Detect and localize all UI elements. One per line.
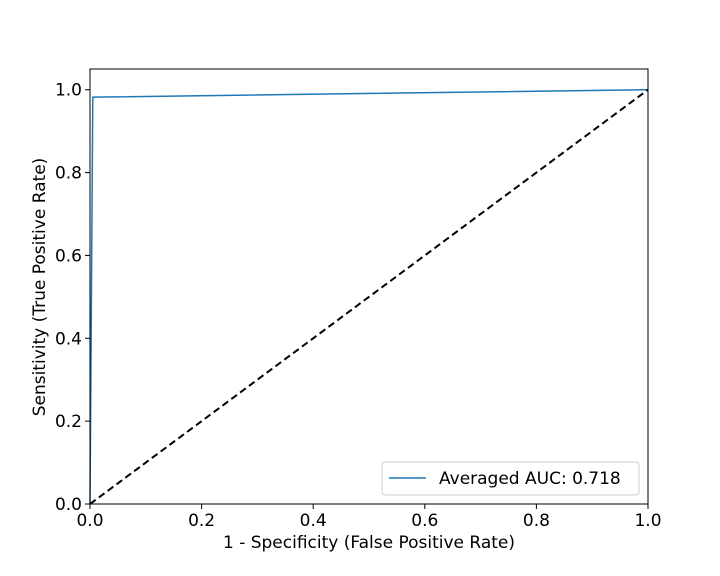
plot-area <box>89 68 649 505</box>
plot-frame <box>89 68 649 505</box>
y-tick-label: 0.4 <box>55 329 82 349</box>
x-axis-ticks: 0.0 0.2 0.4 0.6 0.8 1.0 <box>76 504 662 531</box>
y-tick-label: 0.8 <box>55 164 82 184</box>
y-axis-ticks: 0.0 0.2 0.4 0.6 0.8 1.0 <box>55 81 90 515</box>
x-tick-label: 0.2 <box>188 511 215 531</box>
chance-diagonal-line <box>89 88 649 505</box>
y-tick-label: 0.0 <box>55 495 82 515</box>
y-tick-label: 1.0 <box>55 81 82 101</box>
y-axis-label: Sensitivity (True Positive Rate) <box>30 158 50 417</box>
y-tick-label: 0.2 <box>55 412 82 432</box>
x-axis-label: 1 - Specificity (False Positive Rate) <box>223 533 515 553</box>
y-tick-label: 0.6 <box>55 246 82 266</box>
legend-label-series-1: Averaged AUC: 0.718 <box>439 469 621 489</box>
x-tick-label: 1.0 <box>634 511 661 531</box>
x-tick-label: 0.0 <box>76 511 103 531</box>
x-tick-label: 0.8 <box>523 511 550 531</box>
roc-curve-line-1 <box>89 88 649 505</box>
x-tick-label: 0.6 <box>411 511 438 531</box>
legend: Averaged AUC: 0.718 <box>381 461 640 496</box>
x-tick-label: 0.4 <box>300 511 327 531</box>
legend-box <box>381 461 640 496</box>
